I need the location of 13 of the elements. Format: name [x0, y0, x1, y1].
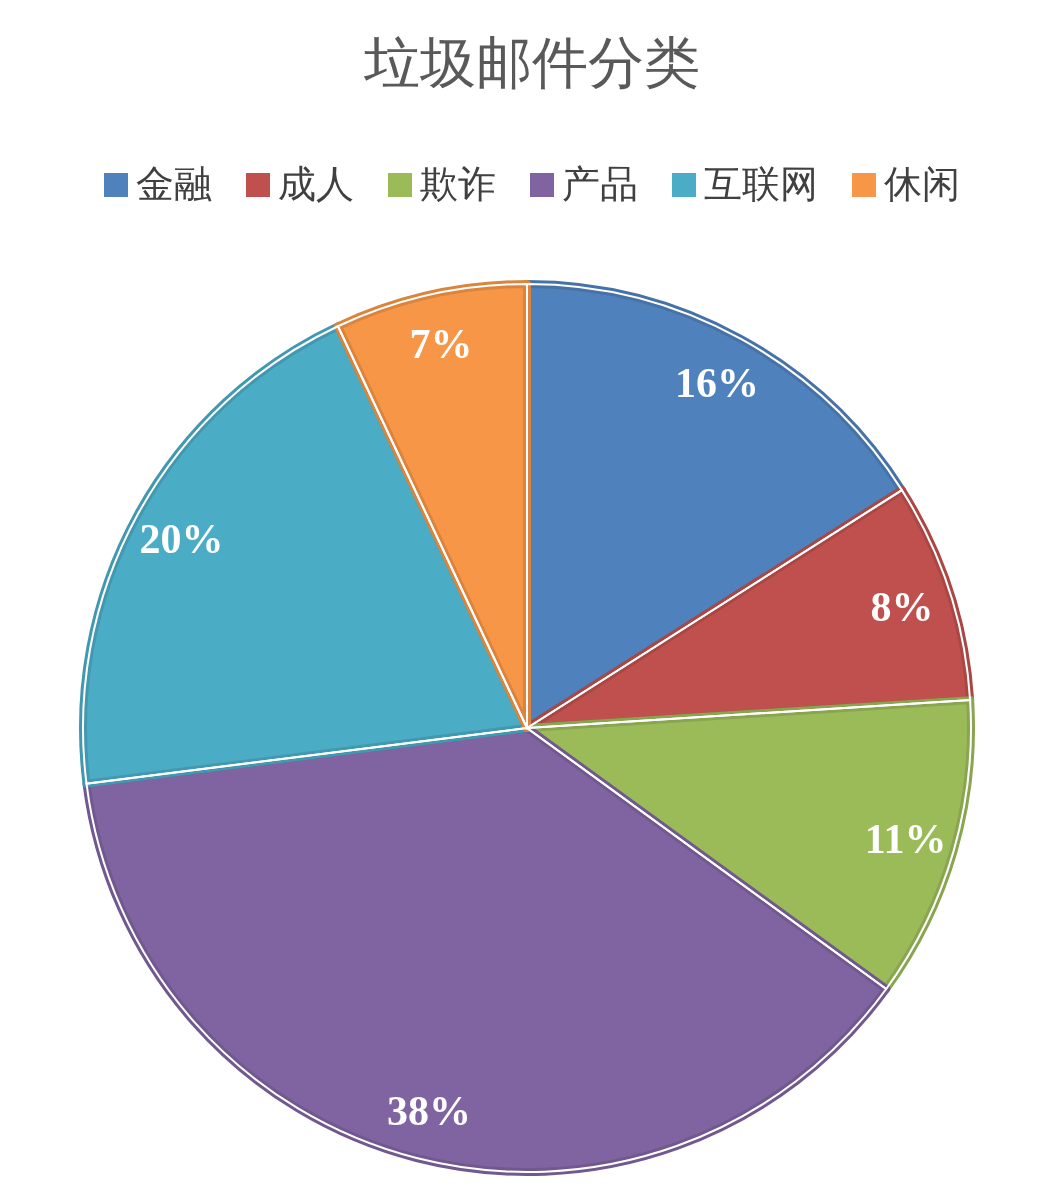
data-label: 16%	[674, 360, 759, 407]
chart-title: 垃圾邮件分类	[363, 30, 700, 95]
legend-label: 金融	[136, 162, 212, 206]
data-label: 11%	[864, 815, 947, 862]
data-label: 38%	[386, 1087, 471, 1134]
legend-label: 产品	[562, 162, 638, 206]
legend-label: 互联网	[704, 162, 818, 206]
legend-label: 成人	[278, 162, 354, 206]
legend-label: 欺诈	[420, 162, 496, 206]
data-label: 7%	[409, 320, 473, 367]
data-label: 20%	[139, 515, 224, 562]
legend-label: 休闲	[884, 162, 960, 206]
data-label: 8%	[870, 583, 934, 630]
